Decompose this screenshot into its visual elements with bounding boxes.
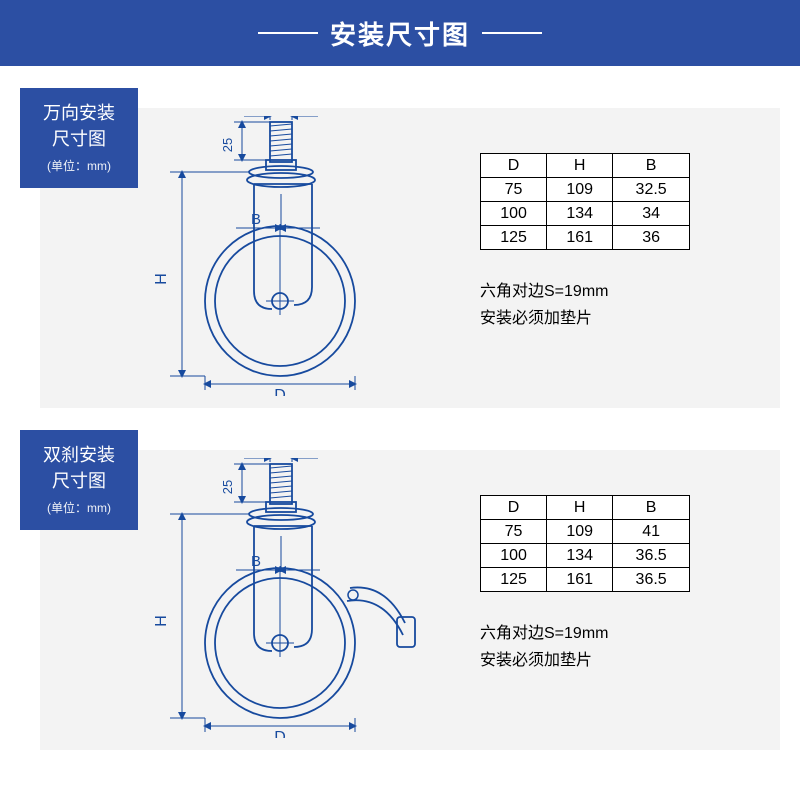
table-header: D: [481, 154, 547, 178]
svg-text:D: D: [274, 729, 286, 738]
table-cell: 32.5: [613, 178, 690, 202]
svg-text:B: B: [251, 553, 261, 570]
spec-block: DHB7510932.51001343412516136六角对边S=19mm安装…: [480, 153, 750, 332]
table-cell: 109: [547, 520, 613, 544]
table-row: 7510941: [481, 520, 690, 544]
table-cell: 75: [481, 520, 547, 544]
table-header: H: [547, 154, 613, 178]
svg-text:D: D: [274, 387, 286, 396]
table-cell: 100: [481, 202, 547, 226]
table-cell: 134: [547, 544, 613, 568]
table-cell: 134: [547, 202, 613, 226]
panel-brake: 双刹安装尺寸图 (单位：mm) H: [20, 430, 780, 750]
caster-diagram: H D B 25 M12: [130, 116, 430, 396]
svg-text:H: H: [153, 615, 170, 627]
notes: 六角对边S=19mm安装必须加垫片: [480, 278, 750, 332]
table-cell: 161: [547, 226, 613, 250]
panel-swivel: 万向安装尺寸图 (单位：mm) H D: [20, 88, 780, 408]
badge-unit: (单位：mm): [47, 158, 111, 175]
panel-badge: 万向安装尺寸图 (单位：mm): [20, 88, 138, 188]
table-header: H: [547, 496, 613, 520]
table-header: B: [613, 154, 690, 178]
table-cell: 36: [613, 226, 690, 250]
table-row: 12516136.5: [481, 568, 690, 592]
dash-left: [258, 32, 318, 34]
table-row: 7510932.5: [481, 178, 690, 202]
table-cell: 36.5: [613, 544, 690, 568]
table-row: 10013436.5: [481, 544, 690, 568]
dash-right: [482, 32, 542, 34]
table-row: 10013434: [481, 202, 690, 226]
table-cell: 125: [481, 568, 547, 592]
table-header: D: [481, 496, 547, 520]
header-band: 安装尺寸图: [0, 0, 800, 66]
badge-line1: 双刹安装: [43, 443, 115, 468]
header-title: 安装尺寸图: [330, 15, 470, 52]
badge-line2: 尺寸图: [52, 469, 106, 494]
spec-table: DHB751094110013436.512516136.5: [480, 495, 690, 592]
svg-text:25: 25: [220, 138, 235, 152]
svg-text:25: 25: [220, 480, 235, 494]
badge-unit: (单位：mm): [47, 500, 111, 517]
badge-line2: 尺寸图: [52, 127, 106, 152]
caster-diagram: H D B 25 M12: [130, 458, 430, 738]
note-line: 安装必须加垫片: [480, 305, 750, 332]
note-line: 六角对边S=19mm: [480, 620, 750, 647]
spec-block: DHB751094110013436.512516136.5六角对边S=19mm…: [480, 495, 750, 674]
table-cell: 36.5: [613, 568, 690, 592]
table-cell: 34: [613, 202, 690, 226]
notes: 六角对边S=19mm安装必须加垫片: [480, 620, 750, 674]
table-cell: 109: [547, 178, 613, 202]
svg-text:B: B: [251, 211, 261, 228]
panel-badge: 双刹安装尺寸图 (单位：mm): [20, 430, 138, 530]
note-line: 六角对边S=19mm: [480, 278, 750, 305]
table-cell: 125: [481, 226, 547, 250]
table-cell: 41: [613, 520, 690, 544]
note-line: 安装必须加垫片: [480, 647, 750, 674]
table-row: 12516136: [481, 226, 690, 250]
table-cell: 161: [547, 568, 613, 592]
table-cell: 75: [481, 178, 547, 202]
table-header: B: [613, 496, 690, 520]
spec-table: DHB7510932.51001343412516136: [480, 153, 690, 250]
svg-text:H: H: [153, 273, 170, 285]
badge-line1: 万向安装: [43, 101, 115, 126]
table-cell: 100: [481, 544, 547, 568]
